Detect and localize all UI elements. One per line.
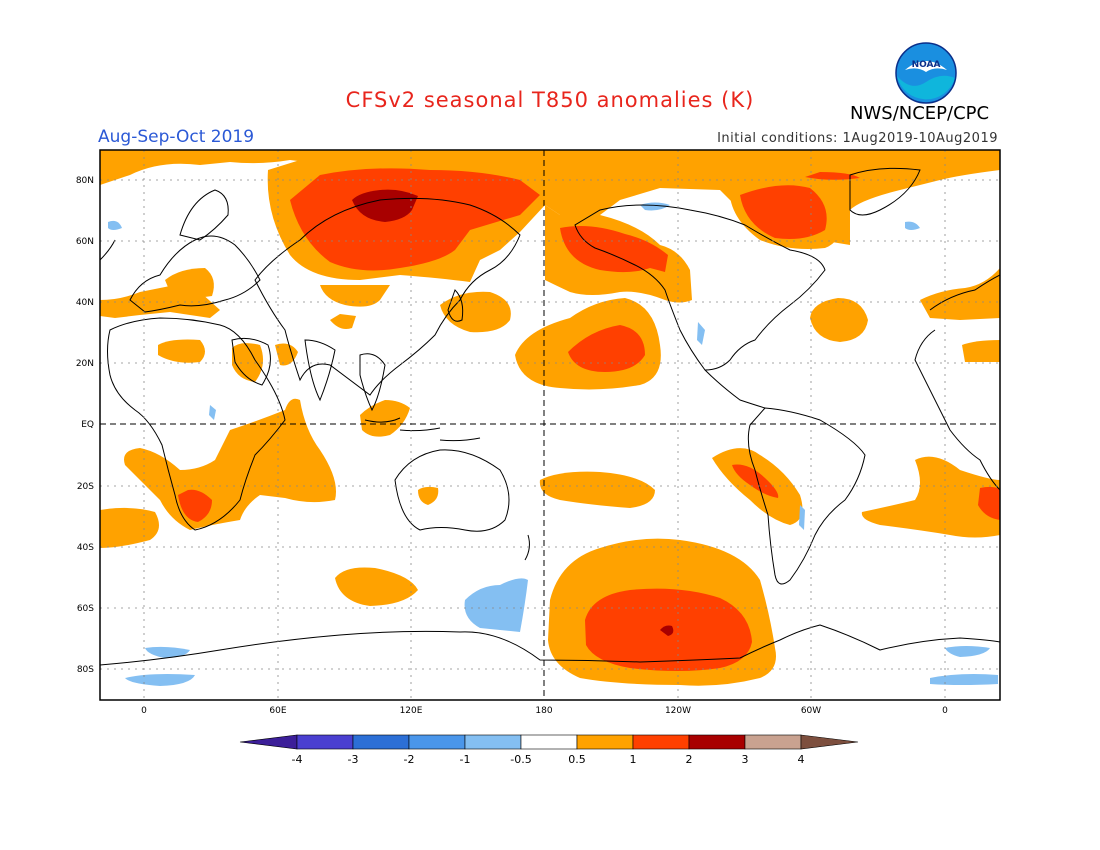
initial-conditions-label: Initial conditions: 1Aug2019-10Aug2019 <box>717 131 998 146</box>
negative-anomaly-europe <box>108 220 122 230</box>
colorbar-labels: -4 -3 -2 -1 -0.5 0.5 1 2 3 4 <box>292 753 805 766</box>
longitude-labels: 0 60E 120E 180 120W 60W 0 <box>141 706 948 716</box>
anomaly-region-s-atlantic-right-1k <box>978 486 1000 520</box>
colorbar-cell <box>520 734 578 750</box>
anomaly-region-s-africa <box>124 398 336 530</box>
anomaly-region-s-indian <box>335 567 418 606</box>
lon-label: 180 <box>535 706 552 716</box>
lat-label: 60N <box>76 237 94 247</box>
anomaly-region-siberia-2k <box>352 189 418 222</box>
anomaly-region-east-europe <box>165 268 214 298</box>
anomaly-region-s-africa-1k <box>178 489 212 522</box>
colorbar-label: 3 <box>742 753 749 766</box>
negative-anomaly-antarctic-c <box>945 646 990 657</box>
colorbar-label: -1 <box>460 753 471 766</box>
lon-label: 0 <box>942 706 948 716</box>
season-label: Aug-Sep-Oct 2019 <box>98 127 255 147</box>
lat-label: EQ <box>81 420 94 430</box>
lon-label: 60W <box>801 706 821 716</box>
anomaly-region-sahara-right <box>962 340 1000 362</box>
agency-label: NWS/NCEP/CPC <box>850 103 990 124</box>
lat-label: 80S <box>77 665 94 675</box>
anomaly-fields <box>100 150 1000 700</box>
colorbar-cell <box>800 734 859 750</box>
colorbar-label: -2 <box>404 753 415 766</box>
noaa-logo: NOAA <box>895 42 957 104</box>
negative-anomaly-mexico <box>697 322 705 345</box>
anomaly-region-siberia-1k <box>290 168 540 271</box>
colorbar-label: -0.5 <box>510 753 531 766</box>
anomaly-region-australia <box>418 486 439 505</box>
negative-anomaly-s-pacific <box>464 578 528 632</box>
anomaly-region-s-atlantic-right <box>861 456 1000 538</box>
colorbar-cell <box>352 734 410 750</box>
negative-anomaly-antarctic-b <box>125 674 195 686</box>
lat-label: 20N <box>76 359 94 369</box>
latitude-labels: 80N 60N 40N 20N EQ 20S 40S 60S 80S <box>76 176 94 675</box>
lon-label: 60E <box>269 706 286 716</box>
anomaly-region-arabia <box>232 343 264 382</box>
anomaly-region-antarctic-2k <box>660 625 674 636</box>
lat-label: 80N <box>76 176 94 186</box>
colorbar <box>239 734 859 750</box>
colorbar-cell <box>464 734 522 750</box>
lat-label: 20S <box>77 482 94 492</box>
colorbar-label: 2 <box>686 753 693 766</box>
colorbar-cell <box>688 734 746 750</box>
negative-anomaly-arctic <box>640 202 670 211</box>
colorbar-label: 1 <box>630 753 637 766</box>
grid-lines <box>100 150 1000 700</box>
colorbar-label: -3 <box>348 753 359 766</box>
map-title: CFSv2 seasonal T850 anomalies (K) <box>345 88 755 112</box>
negative-anomaly-s-america <box>799 505 805 530</box>
anomaly-region-iran <box>275 343 298 366</box>
anomaly-region-alaska-1k <box>560 226 668 273</box>
colorbar-cell <box>744 734 802 750</box>
anomaly-region-canada-arctic-1k <box>740 185 827 239</box>
colorbar-cell <box>408 734 466 750</box>
anomaly-region-china <box>320 285 390 307</box>
logo-text: NOAA <box>912 60 941 70</box>
reference-lines <box>100 150 1000 700</box>
coastlines <box>100 167 1000 666</box>
negative-anomaly-n-atlantic <box>905 221 920 230</box>
anomaly-region-central-pacific-1k <box>568 325 645 372</box>
negative-anomaly-antarctic-d <box>930 674 998 685</box>
lat-label: 60S <box>77 604 94 614</box>
colorbar-cell <box>296 734 354 750</box>
colorbar-label: -4 <box>292 753 303 766</box>
anomaly-region-se-pacific-1k <box>732 464 779 498</box>
anomaly-region-s-atlantic-left <box>100 507 159 548</box>
anomaly-region-n-atlantic <box>810 298 868 342</box>
colorbar-cell <box>576 734 634 750</box>
colorbar-label: 4 <box>798 753 805 766</box>
negative-anomaly-east-africa <box>209 405 216 420</box>
negative-anomaly-antarctic-a <box>145 646 190 658</box>
anomaly-region-greenland-1k <box>805 172 860 180</box>
anomaly-region-sahara <box>158 339 205 363</box>
colorbar-label: 0.5 <box>568 753 586 766</box>
lat-label: 40N <box>76 298 94 308</box>
lon-label: 120W <box>665 706 691 716</box>
anomaly-region-s-pacific <box>539 471 655 508</box>
colorbar-cell <box>239 734 298 750</box>
lon-label: 0 <box>141 706 147 716</box>
map-frame <box>99 149 1001 701</box>
lat-label: 40S <box>77 543 94 553</box>
lon-label: 120E <box>400 706 423 716</box>
anomaly-region-tibet <box>330 314 356 329</box>
colorbar-cell <box>632 734 690 750</box>
